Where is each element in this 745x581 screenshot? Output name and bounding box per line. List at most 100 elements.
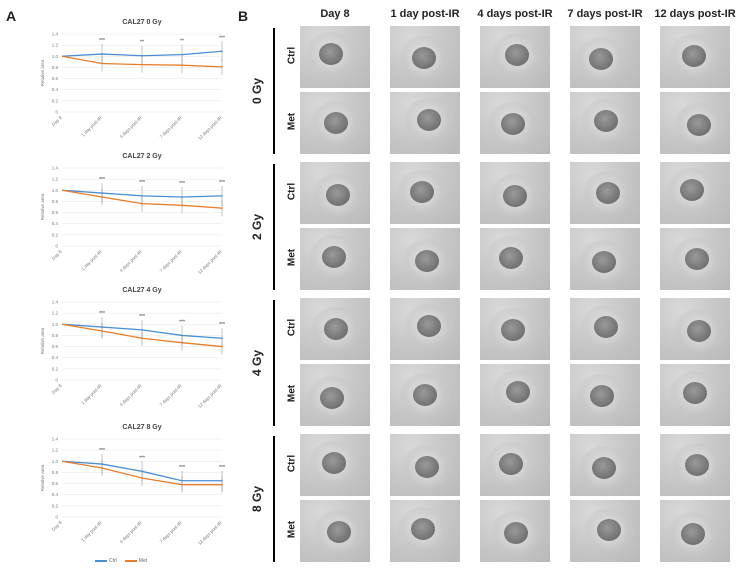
dose-label: 8 Gy <box>250 486 264 513</box>
chart-svg: CAL27 8 Gy 0 0.2 0.4 0.6 0.8 1.0 1.2 1.4 Relative… <box>40 424 225 546</box>
significance-label: *** <box>139 455 145 461</box>
data-point <box>141 477 143 479</box>
x-tick-label: Day 8 <box>51 383 63 395</box>
condition-label: Met <box>286 248 298 267</box>
data-point <box>141 63 143 66</box>
panel-a-label: A <box>6 8 17 24</box>
y-axis-title: Relative area <box>40 59 45 86</box>
y-tick-label: 0.4 <box>52 355 59 360</box>
data-point <box>101 196 103 198</box>
significance-label: *** <box>219 180 225 186</box>
chart-svg: CAL27 2 Gy 0 0.2 0.4 0.6 0.8 1.0 1.2 1.4 Relative… <box>40 153 225 275</box>
x-tick-label: 1 day post-IR <box>80 115 103 138</box>
data-point <box>141 202 143 205</box>
spheroid-image <box>300 434 370 496</box>
y-tick-label: 0.4 <box>52 221 59 226</box>
spheroid-image <box>480 228 550 290</box>
y-tick-label: 0.6 <box>52 344 59 349</box>
spheroid-image <box>300 500 370 562</box>
column-header: 7 days post-IR <box>567 8 643 20</box>
x-tick-label: 12 days post-IR <box>197 249 223 275</box>
spheroid-image <box>390 298 460 360</box>
spheroid-image <box>480 298 550 360</box>
spheroid-image <box>390 162 460 224</box>
y-tick-label: 0 <box>55 110 58 115</box>
x-tick-label: 7 days post-IR <box>159 115 184 140</box>
x-tick-label: 7 days post-IR <box>159 383 184 408</box>
y-axis-title: Relative area <box>40 327 45 354</box>
y-tick-label: 1.4 <box>52 437 59 442</box>
x-tick-label: 4 days post-IR <box>119 115 144 140</box>
dose-label: 0 Gy <box>250 78 264 105</box>
data-point <box>221 50 223 53</box>
x-tick-label: 4 days post-IR <box>119 249 144 274</box>
significance-label: *** <box>219 322 225 328</box>
spheroid-image <box>570 92 640 154</box>
line-chart-3: CAL27 8 Gy 0 0.2 0.4 0.6 0.8 1.0 1.2 1.4 Relative… <box>34 424 230 547</box>
y-tick-label: 1.2 <box>52 311 59 316</box>
y-tick-label: 1.0 <box>52 54 59 59</box>
data-point <box>141 329 143 331</box>
significance-label: ** <box>140 40 144 46</box>
y-tick-label: 1.4 <box>52 300 59 305</box>
line-chart-1: CAL27 2 Gy 0 0.2 0.4 0.6 0.8 1.0 1.2 1.4 Relative… <box>34 153 230 276</box>
data-point <box>221 66 223 68</box>
spheroid-image <box>570 228 640 290</box>
condition-label: Met <box>286 384 298 403</box>
y-tick-label: 1.4 <box>52 32 59 37</box>
significance-label: ** <box>180 39 184 45</box>
spheroid-image <box>480 364 550 426</box>
significance-label: *** <box>179 319 185 325</box>
y-tick-label: 0.2 <box>52 366 59 371</box>
chart-title: CAL27 2 Gy <box>122 153 161 160</box>
chart-title: CAL27 0 Gy <box>122 19 161 26</box>
y-tick-label: 0.8 <box>52 65 59 70</box>
y-tick-label: 1.0 <box>52 322 59 327</box>
spheroid-image <box>300 364 370 426</box>
spheroid-image <box>300 298 370 360</box>
x-tick-label: 7 days post-IR <box>159 249 184 274</box>
x-tick-label: 1 day post-IR <box>80 249 103 272</box>
x-tick-label: 4 days post-IR <box>119 520 144 545</box>
y-tick-label: 0 <box>55 378 58 383</box>
x-tick-label: Day 8 <box>51 249 63 261</box>
significance-label: *** <box>139 180 145 186</box>
spheroid-image <box>300 92 370 154</box>
y-tick-label: 0.8 <box>52 333 59 338</box>
spheroid-image <box>660 26 730 88</box>
y-axis-title: Relative area <box>40 464 45 491</box>
spheroid-image <box>660 228 730 290</box>
data-point <box>101 53 103 55</box>
y-tick-label: 0.8 <box>52 199 59 204</box>
data-point <box>181 196 183 198</box>
condition-label: Met <box>286 112 298 131</box>
x-tick-label: 7 days post-IR <box>159 520 184 545</box>
y-tick-label: 1.4 <box>52 166 59 171</box>
x-tick-label: Day 8 <box>51 115 63 127</box>
data-point <box>221 207 223 209</box>
y-tick-label: 1.2 <box>52 448 59 453</box>
spheroid-image <box>480 162 550 224</box>
legend-met: Met <box>124 558 147 564</box>
x-tick-label: 12 days post-IR <box>197 115 223 141</box>
significance-label: *** <box>99 177 105 183</box>
condition-label: Ctrl <box>286 46 298 65</box>
x-tick-label: 1 day post-IR <box>80 520 103 543</box>
significance-label: *** <box>99 38 105 44</box>
spheroid-image <box>480 500 550 562</box>
y-tick-label: 1.0 <box>52 188 59 193</box>
condition-label: Ctrl <box>286 318 298 337</box>
column-header: Day 8 <box>320 8 350 20</box>
data-point <box>181 204 183 207</box>
spheroid-image <box>660 364 730 426</box>
column-header: 12 days post-IR <box>654 8 736 20</box>
chart-svg: CAL27 4 Gy 0 0.2 0.4 0.6 0.8 1.0 1.2 1.4 Relative… <box>40 287 225 409</box>
y-tick-label: 0 <box>55 244 58 249</box>
chart-title: CAL27 4 Gy <box>122 287 161 294</box>
y-tick-label: 0.6 <box>52 210 59 215</box>
spheroid-image <box>480 92 550 154</box>
data-point <box>181 64 183 66</box>
significance-label: *** <box>219 465 225 471</box>
dose-bracket <box>273 436 275 562</box>
data-point <box>221 345 223 348</box>
